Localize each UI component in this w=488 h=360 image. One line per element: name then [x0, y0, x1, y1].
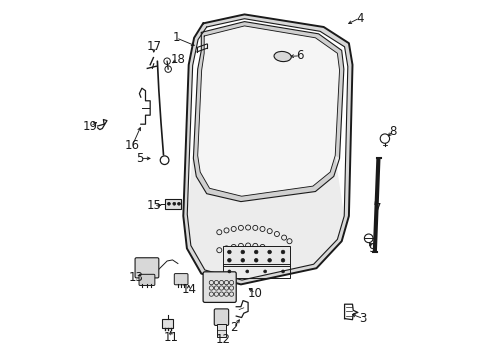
Circle shape	[227, 258, 231, 262]
Polygon shape	[197, 26, 339, 196]
Circle shape	[281, 250, 284, 254]
Circle shape	[172, 202, 175, 205]
Polygon shape	[187, 19, 347, 280]
Circle shape	[254, 250, 258, 254]
Bar	[164, 199, 181, 209]
Circle shape	[267, 258, 271, 262]
Circle shape	[281, 270, 284, 273]
Text: 6: 6	[296, 49, 304, 62]
Polygon shape	[183, 14, 352, 284]
Text: 19: 19	[83, 120, 98, 132]
Text: 5: 5	[136, 152, 143, 165]
FancyBboxPatch shape	[214, 309, 228, 325]
Circle shape	[245, 270, 248, 273]
Text: 12: 12	[215, 333, 230, 346]
Bar	[223, 246, 289, 266]
Circle shape	[263, 270, 266, 273]
Text: 9: 9	[368, 242, 375, 255]
Text: 16: 16	[124, 139, 140, 152]
Text: 13: 13	[129, 271, 143, 284]
Polygon shape	[183, 14, 352, 284]
FancyBboxPatch shape	[174, 274, 187, 285]
Text: 11: 11	[163, 331, 178, 344]
Circle shape	[281, 258, 284, 262]
Circle shape	[241, 258, 244, 262]
FancyBboxPatch shape	[139, 274, 155, 285]
Text: 10: 10	[247, 287, 262, 300]
Polygon shape	[187, 156, 344, 280]
Circle shape	[167, 202, 170, 205]
Text: 2: 2	[229, 321, 237, 334]
Text: 17: 17	[146, 40, 161, 53]
Text: 3: 3	[359, 312, 366, 325]
Circle shape	[177, 202, 180, 205]
Polygon shape	[193, 22, 343, 202]
Ellipse shape	[273, 51, 291, 62]
Text: 15: 15	[146, 199, 161, 212]
Circle shape	[227, 270, 230, 273]
FancyBboxPatch shape	[135, 258, 159, 278]
Text: 14: 14	[181, 283, 196, 296]
Bar	[162, 319, 173, 328]
Bar	[223, 264, 289, 278]
Circle shape	[227, 250, 231, 254]
Bar	[217, 324, 225, 337]
Text: 8: 8	[388, 125, 396, 138]
Circle shape	[267, 250, 271, 254]
Text: 7: 7	[373, 202, 381, 215]
Text: 18: 18	[170, 53, 185, 66]
Circle shape	[254, 258, 258, 262]
Circle shape	[241, 250, 244, 254]
FancyBboxPatch shape	[203, 272, 236, 302]
Text: 1: 1	[172, 31, 180, 44]
Text: 4: 4	[355, 12, 363, 24]
